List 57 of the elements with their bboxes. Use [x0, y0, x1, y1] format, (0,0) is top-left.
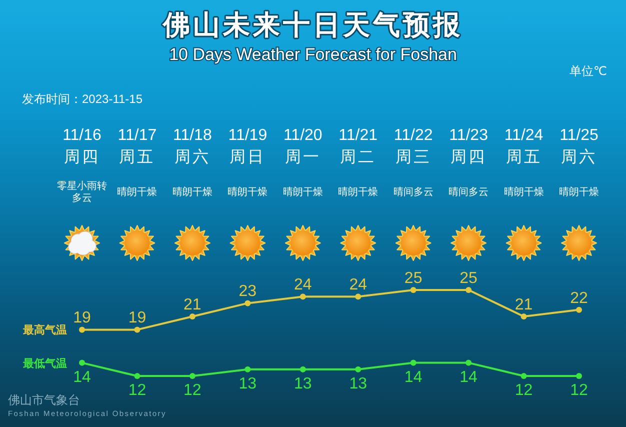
- annotation: 晴朗干燥: [116, 186, 158, 200]
- data-label: 19: [128, 310, 146, 327]
- data-label: 24: [294, 276, 312, 294]
- data-label: 14: [404, 368, 422, 386]
- data-label: 24: [349, 276, 367, 294]
- x-tick-label: 11/16: [62, 127, 102, 144]
- data-label: 19: [73, 310, 91, 327]
- data-label: 21: [184, 296, 202, 314]
- x-tick-label: 11/20: [283, 127, 322, 144]
- data-label: 12: [514, 382, 533, 399]
- annotation: 晴间多云: [392, 186, 434, 200]
- data-label: 12: [184, 382, 202, 399]
- annotation: 晴朗干燥: [171, 186, 214, 200]
- annotation: 晴朗干燥: [558, 186, 600, 200]
- data-label: 13: [238, 375, 257, 392]
- data-label: 14: [73, 368, 91, 386]
- data-label: 22: [570, 290, 588, 307]
- x-tick-label: 11/21: [338, 127, 378, 144]
- annotation: 周五: [119, 149, 156, 166]
- data-label: 14: [460, 368, 478, 386]
- annotation: 晴朗干燥: [282, 186, 324, 200]
- data-label: 23: [238, 283, 257, 300]
- x-tick-label: 11/17: [118, 127, 157, 144]
- annotation: 周二: [340, 149, 376, 166]
- data-label: 13: [294, 375, 312, 392]
- title: 佛山未来十日天气预报: [163, 10, 463, 40]
- annotation: 周三: [395, 149, 432, 166]
- data-label: 25: [460, 270, 478, 287]
- annotation: 周六: [174, 149, 210, 166]
- annotation: 周四: [450, 149, 487, 166]
- x-tick-label: 11/25: [560, 127, 598, 144]
- annotation: 周一: [284, 149, 321, 166]
- annotation: 周六: [561, 149, 597, 166]
- annotation: 晴朗干燥: [226, 186, 269, 200]
- annotation: 晴朗干燥: [337, 186, 380, 200]
- series-label: 最高气温: [23, 324, 67, 337]
- subtitle: 10 Days Weather Forecast for Foshan: [169, 45, 457, 64]
- data-label: 25: [404, 270, 422, 287]
- annotation: 周日: [230, 149, 266, 166]
- data-label: 13: [349, 375, 367, 392]
- series-label: 最低气温: [23, 358, 67, 370]
- annotation: 佛山市气象台: [8, 393, 80, 407]
- x-tick-label: 11/24: [504, 127, 544, 144]
- x-tick-label: 11/19: [228, 127, 268, 144]
- data-label: 12: [570, 382, 588, 399]
- annotation: 单位℃: [570, 64, 607, 78]
- x-tick-label: 11/22: [394, 127, 433, 144]
- annotation: 晴朗干燥: [502, 186, 545, 200]
- data-label: 21: [514, 296, 533, 314]
- annotation: 发布时间：2023-11-15: [22, 92, 142, 106]
- x-tick-label: 11/23: [449, 127, 488, 144]
- annotation: 晴间多云: [448, 186, 490, 200]
- annotation: 零星小雨转多云: [56, 180, 108, 206]
- data-label: 12: [128, 382, 146, 399]
- annotation: 周四: [64, 149, 100, 166]
- x-tick-label: 11/18: [173, 127, 212, 144]
- annotation: 周五: [506, 149, 542, 166]
